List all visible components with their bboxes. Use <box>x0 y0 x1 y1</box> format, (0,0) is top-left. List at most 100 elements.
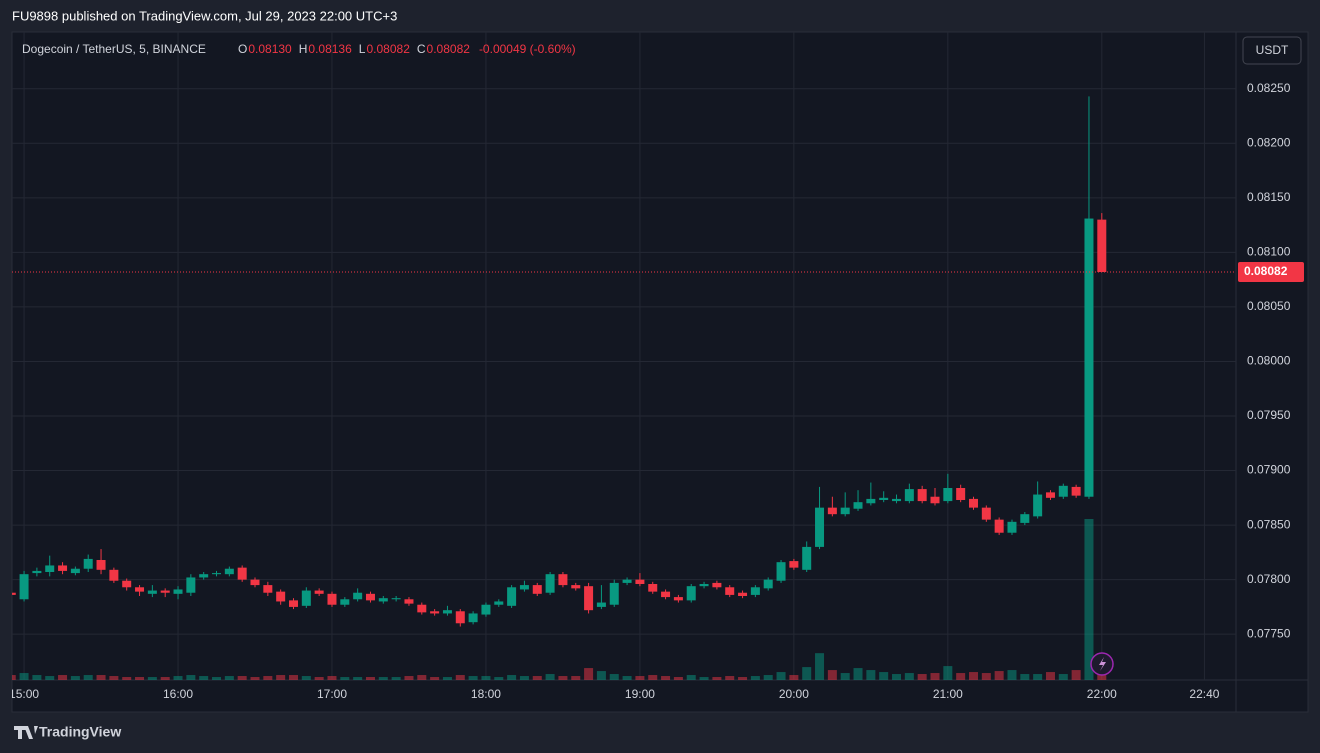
candle-body <box>1020 514 1030 523</box>
candle-body <box>430 611 440 614</box>
candle-body <box>1033 494 1043 517</box>
volume-bar <box>58 675 68 680</box>
volume-bar <box>930 673 940 680</box>
candle-body <box>391 598 401 600</box>
candle-body <box>545 574 555 593</box>
volume-bar <box>96 675 106 680</box>
candle-body <box>19 574 29 600</box>
candle-body <box>686 586 696 601</box>
volume-bar <box>776 672 786 680</box>
candle-body <box>186 577 196 593</box>
volume-bar <box>879 672 889 680</box>
x-tick-label: 22:00 <box>1087 687 1117 701</box>
volume-bar <box>1097 672 1107 680</box>
volume-bar <box>1007 670 1017 680</box>
candle-body <box>12 592 16 595</box>
candle-body <box>609 582 619 605</box>
candle-body <box>109 569 119 581</box>
volume-bar <box>70 676 80 680</box>
x-tick-label: 18:00 <box>471 687 501 701</box>
volume-bar <box>892 674 902 680</box>
logo-text: TradingView <box>39 724 121 740</box>
candle-body <box>635 579 645 584</box>
volume-bar <box>686 675 696 680</box>
volume-bar <box>571 676 581 680</box>
volume-bar <box>327 676 337 680</box>
axes: 15:00 16:00 17:00 18:00 19:00 20:00 21:00 22:00… <box>12 81 1304 701</box>
y-tick-label: 0.07750 <box>1247 626 1291 640</box>
legend-key: O <box>238 42 247 56</box>
volume-bar <box>1071 670 1081 680</box>
candle-body <box>160 590 170 593</box>
volume-bar <box>417 675 427 680</box>
candle-body <box>994 519 1004 533</box>
volume-bar <box>442 677 452 680</box>
candle-body <box>904 489 914 502</box>
volume-bar <box>378 677 388 680</box>
legend-value: 0.08136 <box>308 42 352 56</box>
volume-bar <box>12 675 16 680</box>
candle-body <box>866 498 876 504</box>
candle-body <box>827 507 837 515</box>
volume-bar <box>596 671 606 680</box>
currency-button[interactable] <box>1242 36 1302 65</box>
volume-bar <box>943 666 953 680</box>
volume-bar <box>635 676 645 680</box>
volume-bar <box>237 676 247 680</box>
candle-body <box>378 598 388 602</box>
volume-bar <box>622 676 632 680</box>
candle-body <box>1045 492 1055 498</box>
candle-body <box>1071 486 1081 496</box>
volume-bar <box>840 673 850 680</box>
volume-bar <box>750 676 760 680</box>
y-tick-label: 0.08050 <box>1247 299 1291 313</box>
y-tick-label: 0.08200 <box>1247 135 1291 149</box>
volume-bar <box>32 675 42 680</box>
candle-body <box>417 604 427 613</box>
candle-body <box>917 489 927 502</box>
last-price-box <box>1238 262 1304 282</box>
volume-bar <box>853 668 863 680</box>
candle-body <box>455 611 465 624</box>
publisher: FU9898 published on TradingView.com, Jul… <box>12 8 397 23</box>
volume-bar <box>212 677 222 680</box>
legend-key: L <box>359 42 366 56</box>
volume-bar <box>545 674 555 680</box>
volume-bar <box>199 676 209 680</box>
x-tick-label: 20:00 <box>779 687 809 701</box>
volume-bar <box>19 673 29 680</box>
candle-body <box>532 585 542 594</box>
candle-body <box>673 597 683 601</box>
symbol: Dogecoin / TetherUS, 5, BINANCE <box>22 42 206 56</box>
volume-bar <box>968 672 978 680</box>
candle-body <box>622 579 632 583</box>
volume-bar <box>981 673 991 680</box>
currency[interactable]: USDT <box>1256 43 1289 57</box>
volume-bar <box>45 676 55 680</box>
volume-bar <box>365 677 375 680</box>
candle-body <box>892 498 902 502</box>
volume-bar <box>147 677 157 680</box>
candle-body <box>340 599 350 605</box>
candle-body <box>301 590 311 606</box>
volume-bar <box>1033 674 1043 680</box>
candle-body <box>147 590 157 594</box>
candle-body <box>353 592 363 600</box>
candle-body <box>558 574 568 586</box>
legend-change: -0.00049 (-0.60%) <box>479 42 576 56</box>
candle-body <box>956 488 966 500</box>
candle-body <box>661 591 671 598</box>
ohlc-legend: O 0.08130 H 0.08136 L 0.08082 C 0.08082 -0.00049… <box>238 42 576 56</box>
candle-body <box>738 592 748 596</box>
y-tick-label: 0.08150 <box>1247 190 1291 204</box>
candle-body <box>1007 521 1017 533</box>
candle-body <box>276 591 286 602</box>
candle-body <box>1097 219 1107 272</box>
volume-bar <box>481 676 491 680</box>
candle-body <box>840 507 850 515</box>
candle-body <box>802 546 812 570</box>
volume-bar <box>725 676 735 680</box>
candle-body <box>1084 218 1094 497</box>
candle-body <box>468 613 478 623</box>
volume-bar <box>288 675 298 680</box>
